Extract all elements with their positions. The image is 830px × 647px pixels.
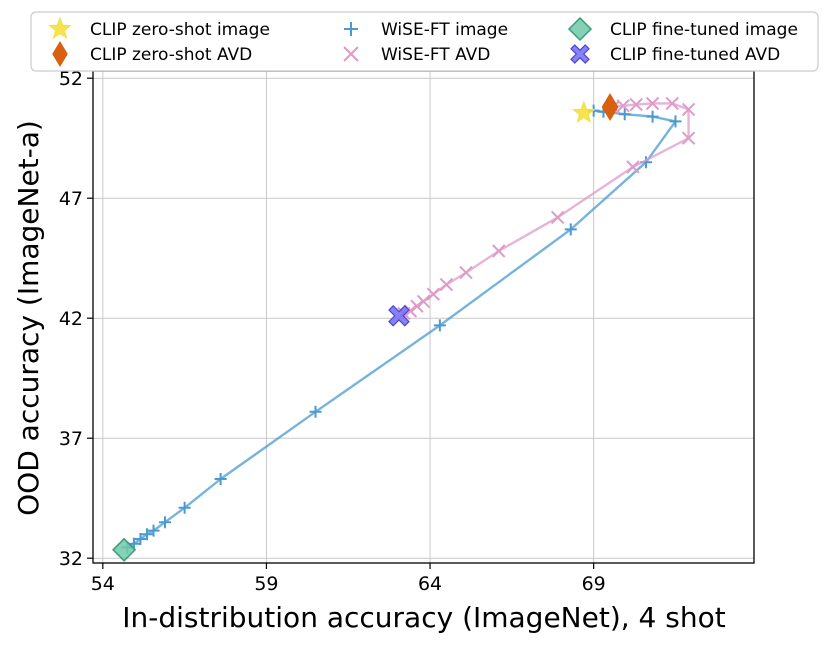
data-point	[665, 96, 679, 111]
data-point	[681, 131, 696, 145]
grid	[93, 71, 754, 563]
data-point	[309, 405, 322, 418]
legend-label: WiSE-FT image	[381, 20, 508, 40]
data-point	[681, 102, 696, 117]
series-clip-fine-tuned-image	[112, 537, 137, 562]
x-tick-label: 64	[418, 573, 442, 595]
data-point	[112, 537, 137, 562]
data-point	[140, 528, 153, 541]
data-point	[550, 210, 565, 225]
data-point	[564, 223, 577, 236]
data-point	[214, 473, 227, 485]
legend-marker	[343, 46, 359, 62]
data-point	[618, 108, 631, 121]
data-point	[410, 299, 424, 313]
legend-marker	[48, 16, 72, 40]
data-point	[147, 524, 160, 537]
legend-marker	[570, 44, 590, 64]
data-point	[426, 287, 441, 301]
y-tick-label: 32	[59, 548, 83, 570]
x-tick-label: 69	[582, 573, 606, 595]
data-point	[492, 244, 506, 258]
legend-label: CLIP fine-tuned AVD	[610, 45, 780, 65]
series-clip-fine-tuned-avd	[388, 304, 410, 327]
data-point	[626, 160, 640, 174]
data-point	[646, 110, 659, 123]
legend-marker	[567, 16, 593, 42]
data-point	[158, 516, 171, 529]
series-line	[403, 102, 690, 315]
series-clip-zero-shot-image	[572, 100, 596, 124]
legend-item: CLIP zero-shot image	[48, 16, 270, 40]
legend-box	[30, 11, 819, 72]
series-layer	[112, 93, 696, 562]
legend-label: WiSE-FT AVD	[381, 45, 490, 65]
y-tick-label: 52	[59, 68, 83, 90]
series-clip-zero-shot-avd	[601, 93, 619, 121]
x-tick-label: 54	[91, 573, 115, 595]
y-tick-label: 37	[59, 428, 83, 450]
data-point	[572, 100, 596, 124]
data-point	[178, 501, 191, 514]
y-axis-label: OOD accuracy (ImageNet-a)	[12, 120, 45, 516]
data-point	[388, 304, 410, 327]
plot-frame	[92, 70, 755, 564]
data-point	[645, 96, 660, 111]
legend: CLIP zero-shot image WiSE-FT image CLIP fi…	[30, 11, 819, 72]
legend-item: CLIP fine-tuned image	[567, 16, 798, 42]
y-tick-label: 47	[59, 188, 83, 210]
x-tick-label: 59	[254, 573, 278, 595]
data-point	[629, 97, 643, 112]
series-wise-ft-avd	[397, 96, 696, 321]
data-point	[601, 93, 619, 121]
legend-item: WiSE-FT image	[344, 20, 508, 40]
y-tick-label: 42	[59, 308, 83, 330]
legend-label: CLIP zero-shot AVD	[90, 45, 252, 65]
data-point	[416, 294, 431, 309]
data-point	[134, 533, 147, 545]
legend-label: CLIP zero-shot image	[90, 20, 270, 40]
legend-marker	[52, 41, 68, 67]
legend-label: CLIP fine-tuned image	[610, 20, 798, 40]
legend-item: WiSE-FT AVD	[343, 45, 490, 65]
legend-item: CLIP fine-tuned AVD	[570, 44, 780, 65]
legend-marker	[344, 22, 358, 36]
legend-item: CLIP zero-shot AVD	[52, 41, 252, 67]
x-axis-label: In-distribution accuracy (ImageNet), 4 s…	[122, 601, 725, 634]
series-wise-ft-image	[121, 104, 682, 554]
data-point	[439, 277, 454, 292]
data-point	[459, 265, 473, 280]
ticks: 54 59 64 69 32 37 42 47 52	[59, 68, 606, 595]
data-point	[433, 319, 446, 332]
data-point	[669, 115, 682, 128]
